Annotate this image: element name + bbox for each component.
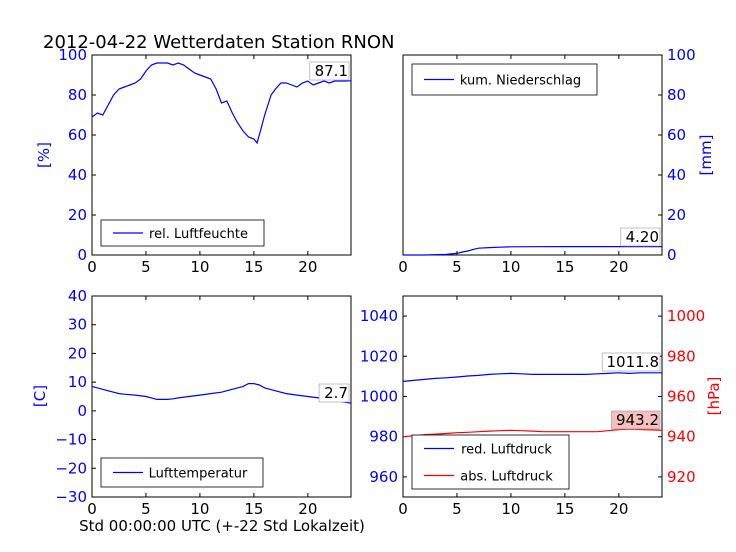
last-value-box	[318, 383, 350, 403]
y-tick-label: −20	[55, 459, 87, 477]
y-tick-label: 0	[667, 246, 677, 264]
y-tick-label: 1040	[360, 307, 398, 325]
last-value-label: 1011.8	[607, 353, 660, 371]
precipitation-ylabel: [mm]	[697, 135, 715, 176]
last-value-box	[309, 61, 350, 81]
pressure-ylabel-right: [hPa]	[705, 377, 723, 416]
y-right-tick-label: 960	[667, 388, 696, 406]
last-value-label: 2.7	[324, 384, 348, 402]
x-tick-label: 10	[190, 500, 209, 518]
x-tick-label: 10	[190, 258, 209, 276]
y-right-tick-label: 920	[667, 468, 696, 486]
y-tick-label: 10	[68, 373, 87, 391]
series-line-1	[91, 383, 352, 404]
x-tick-label: 15	[244, 258, 263, 276]
x-tick-label: 0	[87, 500, 97, 518]
y-tick-label: 1000	[360, 388, 398, 406]
last-value-box	[611, 410, 661, 430]
y-tick-label: −30	[55, 488, 87, 506]
series-line-1	[403, 246, 662, 256]
y-tick-label: 20	[68, 206, 87, 224]
temperature-panel: [C] 0 5 10 15 20 −30 −20 −10 0 10 20 30 40 2.7 Lufttem…	[31, 287, 352, 518]
legend-box	[411, 434, 570, 490]
temperature-ylabel: [C]	[31, 385, 49, 407]
y-tick-label: 40	[68, 287, 87, 305]
x-axis-label: Std 00:00:00 UTC (+-22 Std Lokalzeit)	[79, 517, 365, 535]
y-right-tick-label: 1000	[667, 307, 705, 325]
y-tick-label: 1020	[360, 347, 398, 365]
legend-label: rel. Luftfeuchte	[149, 227, 248, 242]
last-value-label: 943.2	[616, 411, 659, 429]
y-tick-label: 40	[667, 166, 686, 184]
humidity-panel: [%] 0 5 10 15 20 0 20 40 60 80 100 87.1 rel. Luftfeu…	[35, 46, 352, 276]
legend-label: abs. Luftdruck	[460, 470, 553, 485]
x-tick-label: 0	[87, 258, 97, 276]
y-tick-label: −10	[55, 431, 87, 449]
legend-label: kum. Niederschlag	[460, 74, 581, 89]
x-tick-label: 20	[609, 500, 628, 518]
x-tick-label: 15	[555, 258, 574, 276]
x-tick-label: 10	[501, 500, 520, 518]
last-value-box	[620, 227, 661, 247]
x-tick-label: 5	[452, 500, 462, 518]
y-tick-label: 60	[68, 126, 87, 144]
series-line-1	[91, 62, 352, 145]
last-value-label: 4.20	[626, 228, 659, 246]
y-tick-label: 980	[369, 428, 398, 446]
y-tick-label: 40	[68, 166, 87, 184]
series-line-2	[402, 428, 663, 438]
y-tick-label: 80	[667, 86, 686, 104]
y-tick-label: 30	[68, 316, 87, 334]
x-tick-label: 10	[501, 258, 520, 276]
x-tick-label: 15	[555, 500, 574, 518]
precipitation-panel: [mm] 0 5 10 15 20 0 20 40 60 80 100 4.20 kum. Nieder…	[398, 46, 715, 276]
y-tick-label: 100	[58, 46, 87, 64]
x-tick-label: 5	[141, 500, 151, 518]
legend-label: red. Luftdruck	[461, 443, 552, 458]
series-line-1	[402, 372, 662, 382]
y-right-tick-label: 940	[667, 428, 696, 446]
figure-title: 2012-04-22 Wetterdaten Station RNON	[43, 32, 394, 53]
y-tick-label: 80	[68, 86, 87, 104]
legend-label: Lufttemperatur	[149, 467, 248, 482]
y-tick-label: 20	[68, 344, 87, 362]
last-value-label: 87.1	[315, 62, 348, 80]
y-right-tick-label: 980	[667, 347, 696, 365]
x-tick-label: 0	[398, 258, 408, 276]
x-tick-label: 20	[298, 500, 317, 518]
x-tick-label: 20	[298, 258, 317, 276]
y-tick-label: 0	[77, 402, 87, 420]
last-value-box	[601, 352, 661, 372]
x-tick-label: 20	[609, 258, 628, 276]
y-tick-label: 20	[667, 206, 686, 224]
y-tick-label: 960	[369, 468, 398, 486]
y-tick-label: 100	[667, 46, 696, 64]
y-tick-label: 60	[667, 126, 686, 144]
x-tick-label: 0	[398, 500, 408, 518]
x-tick-label: 5	[452, 258, 462, 276]
humidity-ylabel: [%]	[35, 142, 53, 168]
pressure-panel: [hPa] 0 5 10 15 20 960 980 1000 1020 1040 920 940 96…	[360, 295, 723, 518]
y-tick-label: 0	[77, 246, 87, 264]
x-tick-label: 15	[244, 500, 263, 518]
x-tick-label: 5	[141, 258, 151, 276]
